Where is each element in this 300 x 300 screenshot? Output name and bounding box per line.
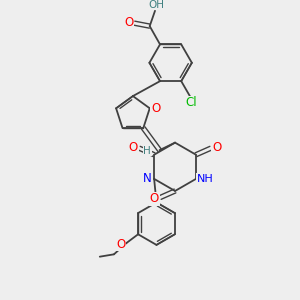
Text: O: O <box>151 102 160 115</box>
Text: H: H <box>143 146 151 156</box>
Text: OH: OH <box>148 0 164 10</box>
Text: O: O <box>150 192 159 205</box>
Text: Cl: Cl <box>185 97 197 110</box>
Text: O: O <box>129 141 138 154</box>
Text: NH: NH <box>196 174 213 184</box>
Text: O: O <box>212 141 221 154</box>
Text: O: O <box>116 238 126 251</box>
Text: N: N <box>143 172 152 185</box>
Text: O: O <box>124 16 134 28</box>
